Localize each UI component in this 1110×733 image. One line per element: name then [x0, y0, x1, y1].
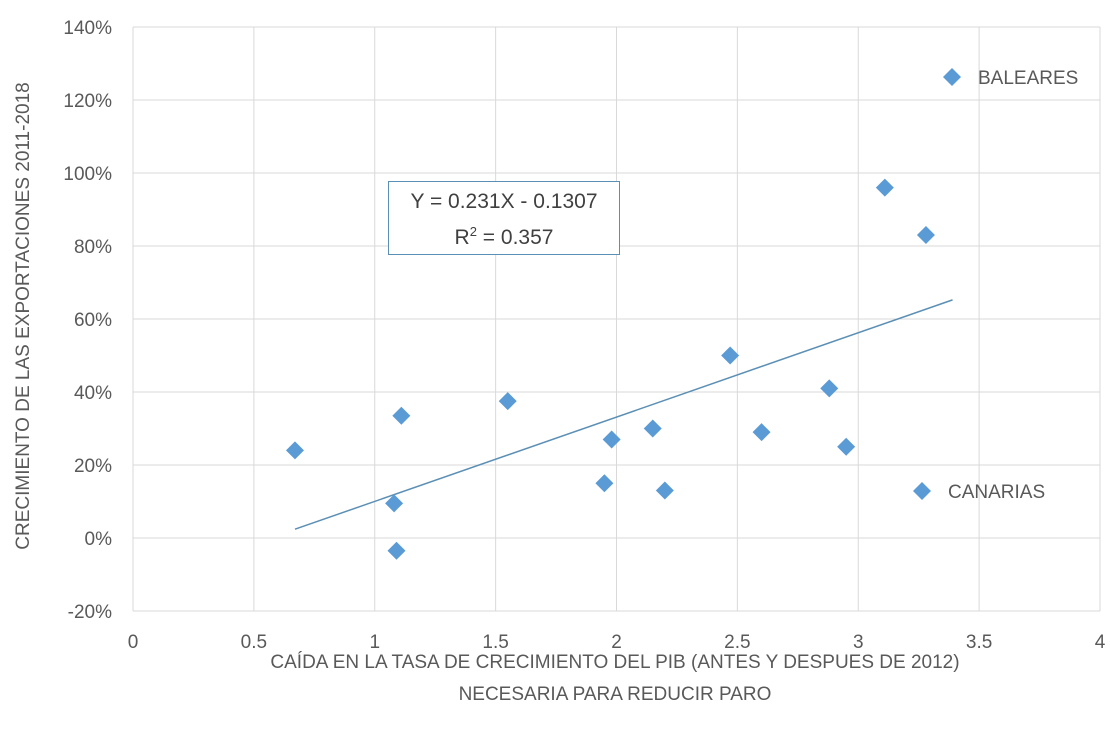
- data-point: [595, 474, 614, 493]
- tick-labels: -20% 0% 20% 40% 60% 80% 100% 120% 140% 0 0.5 1 1.5 2 2…: [63, 18, 1105, 653]
- data-point: [285, 441, 304, 460]
- y-tick-label: 80%: [74, 237, 112, 258]
- equation-line: Y = 0.231X - 0.1307: [410, 190, 598, 213]
- y-tick-label: -20%: [68, 602, 112, 623]
- x-tick-label: 3: [853, 632, 864, 653]
- x-tick-label: 0: [128, 632, 139, 653]
- x-tick-label: 4: [1095, 632, 1106, 653]
- legend-marker-baleares: [943, 68, 961, 86]
- trendline: [294, 299, 953, 530]
- y-tick-label: 100%: [63, 164, 112, 185]
- data-point: [752, 423, 771, 442]
- data-point: [643, 419, 662, 438]
- data-points: [285, 178, 935, 560]
- x-axis-label-line2: NECESARIA PARA REDUCIR PARO: [458, 684, 772, 705]
- y-tick-label: 20%: [74, 456, 112, 477]
- data-point: [820, 379, 839, 398]
- r-squared-line: R2 = 0.357: [389, 217, 619, 253]
- legend: BALEARES CANARIAS: [913, 68, 1078, 503]
- y-tick-label: 120%: [63, 91, 112, 112]
- data-point: [916, 226, 935, 245]
- legend-item-canarias: CANARIAS: [913, 482, 1045, 503]
- r-squared-exponent: 2: [469, 224, 477, 239]
- data-point: [837, 437, 856, 456]
- x-tick-label: 2.5: [724, 632, 750, 653]
- x-tick-label: 1.5: [482, 632, 508, 653]
- data-point: [387, 541, 406, 560]
- legend-label-baleares: BALEARES: [978, 68, 1078, 89]
- grid-lines: [132, 26, 1101, 612]
- legend-marker-canarias: [913, 482, 931, 500]
- x-axis-label-line1: CAÍDA EN LA TASA DE CRECIMIENTO DEL PIB …: [270, 652, 960, 673]
- data-point: [385, 494, 404, 513]
- legend-label-canarias: CANARIAS: [948, 482, 1045, 503]
- data-point: [875, 178, 894, 197]
- y-tick-label: 0%: [85, 529, 113, 550]
- y-tick-label: 140%: [63, 18, 112, 39]
- data-point: [498, 392, 517, 411]
- x-tick-label: 1: [369, 632, 380, 653]
- r-squared-prefix: R: [454, 226, 470, 249]
- data-point: [655, 481, 674, 500]
- x-tick-label: 0.5: [241, 632, 267, 653]
- equation-box: Y = 0.231X - 0.1307 R2 = 0.357: [388, 181, 620, 255]
- y-tick-label: 40%: [74, 383, 112, 404]
- r-squared-value: = 0.357: [476, 226, 554, 249]
- legend-item-baleares: BALEARES: [943, 68, 1078, 89]
- x-tick-label: 3.5: [966, 632, 992, 653]
- data-point: [392, 406, 411, 425]
- y-tick-label: 60%: [74, 310, 112, 331]
- y-axis-label: CRECIMIENTO DE LAS EXPORTACIONES 2011-20…: [13, 82, 34, 549]
- data-point: [602, 430, 621, 449]
- data-point: [721, 346, 740, 365]
- x-tick-label: 2: [611, 632, 622, 653]
